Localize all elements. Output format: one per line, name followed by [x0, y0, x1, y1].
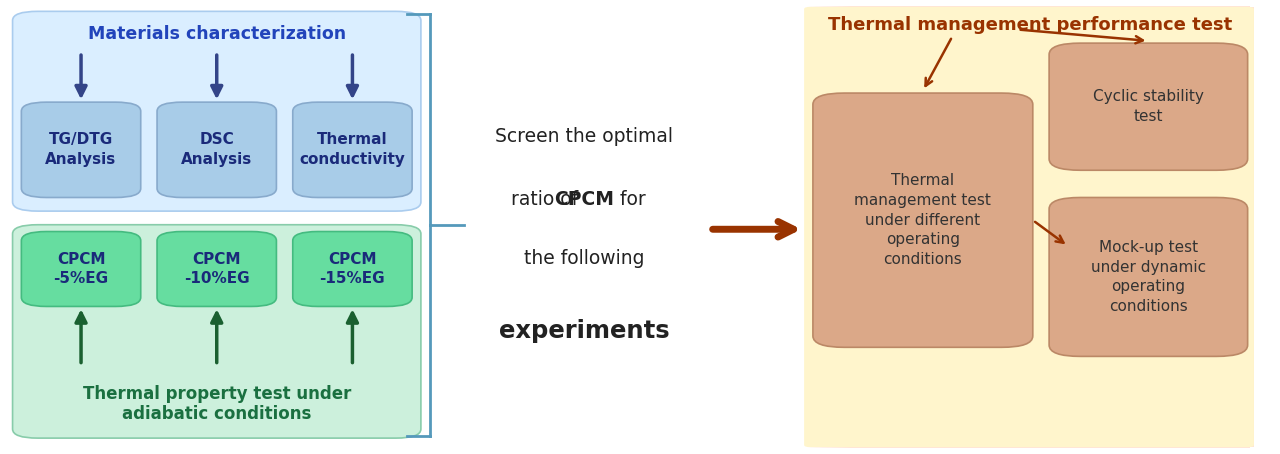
FancyBboxPatch shape — [823, 7, 1254, 447]
FancyBboxPatch shape — [809, 7, 1254, 447]
FancyBboxPatch shape — [827, 7, 1254, 447]
Text: Materials characterization: Materials characterization — [87, 25, 346, 43]
FancyBboxPatch shape — [822, 7, 1254, 447]
FancyBboxPatch shape — [22, 232, 141, 306]
FancyBboxPatch shape — [846, 7, 1254, 447]
FancyBboxPatch shape — [1050, 43, 1248, 170]
FancyBboxPatch shape — [845, 7, 1254, 447]
FancyBboxPatch shape — [13, 225, 421, 438]
Text: the following: the following — [524, 249, 645, 268]
FancyBboxPatch shape — [831, 7, 1254, 447]
FancyBboxPatch shape — [813, 7, 1254, 447]
FancyBboxPatch shape — [819, 7, 1254, 447]
FancyBboxPatch shape — [812, 7, 1254, 447]
FancyBboxPatch shape — [840, 7, 1254, 447]
Text: Thermal
conductivity: Thermal conductivity — [300, 133, 406, 167]
FancyBboxPatch shape — [837, 7, 1254, 447]
FancyBboxPatch shape — [293, 102, 412, 197]
FancyBboxPatch shape — [157, 102, 276, 197]
FancyBboxPatch shape — [818, 7, 1254, 447]
FancyBboxPatch shape — [293, 232, 412, 306]
FancyBboxPatch shape — [22, 102, 141, 197]
FancyBboxPatch shape — [844, 7, 1254, 447]
FancyBboxPatch shape — [809, 7, 1254, 447]
FancyBboxPatch shape — [832, 7, 1254, 447]
Text: experiments: experiments — [499, 320, 669, 343]
FancyBboxPatch shape — [814, 7, 1254, 447]
Text: Screen the optimal: Screen the optimal — [495, 127, 673, 146]
FancyBboxPatch shape — [842, 7, 1254, 447]
FancyBboxPatch shape — [817, 7, 1254, 447]
FancyBboxPatch shape — [804, 7, 1254, 447]
FancyBboxPatch shape — [829, 7, 1254, 447]
Text: Thermal management performance test: Thermal management performance test — [828, 16, 1233, 34]
Text: CPCM: CPCM — [554, 190, 614, 209]
Text: Thermal property test under
adiabatic conditions: Thermal property test under adiabatic co… — [82, 385, 351, 424]
FancyBboxPatch shape — [13, 11, 421, 211]
FancyBboxPatch shape — [824, 7, 1254, 447]
FancyBboxPatch shape — [835, 7, 1254, 447]
FancyBboxPatch shape — [157, 232, 276, 306]
Text: CPCM
-15%EG: CPCM -15%EG — [320, 252, 385, 286]
FancyBboxPatch shape — [806, 7, 1254, 447]
FancyBboxPatch shape — [815, 7, 1254, 447]
FancyBboxPatch shape — [805, 7, 1254, 447]
FancyBboxPatch shape — [824, 7, 1254, 447]
Text: CPCM
-5%EG: CPCM -5%EG — [54, 252, 109, 286]
FancyBboxPatch shape — [808, 7, 1254, 447]
FancyBboxPatch shape — [847, 7, 1254, 447]
FancyBboxPatch shape — [810, 7, 1254, 447]
FancyBboxPatch shape — [840, 7, 1254, 447]
Text: CPCM
-10%EG: CPCM -10%EG — [184, 252, 250, 286]
FancyBboxPatch shape — [804, 7, 1254, 447]
FancyBboxPatch shape — [828, 7, 1254, 447]
FancyBboxPatch shape — [838, 7, 1254, 447]
FancyBboxPatch shape — [1050, 197, 1248, 356]
Text: Cyclic stability
test: Cyclic stability test — [1093, 89, 1203, 124]
Text: ratio of: ratio of — [511, 190, 584, 209]
FancyBboxPatch shape — [817, 7, 1254, 447]
Text: Thermal
management test
under different
operating
conditions: Thermal management test under different … — [855, 173, 991, 267]
FancyBboxPatch shape — [832, 7, 1254, 447]
Text: DSC
Analysis: DSC Analysis — [180, 133, 252, 167]
FancyBboxPatch shape — [841, 7, 1254, 447]
FancyBboxPatch shape — [820, 7, 1254, 447]
FancyBboxPatch shape — [833, 7, 1254, 447]
Text: Mock-up test
under dynamic
operating
conditions: Mock-up test under dynamic operating con… — [1091, 240, 1206, 314]
FancyBboxPatch shape — [836, 7, 1254, 447]
Text: TG/DTG
Analysis: TG/DTG Analysis — [45, 133, 116, 167]
Text: for: for — [584, 190, 646, 209]
FancyBboxPatch shape — [813, 93, 1033, 347]
FancyBboxPatch shape — [826, 7, 1254, 447]
